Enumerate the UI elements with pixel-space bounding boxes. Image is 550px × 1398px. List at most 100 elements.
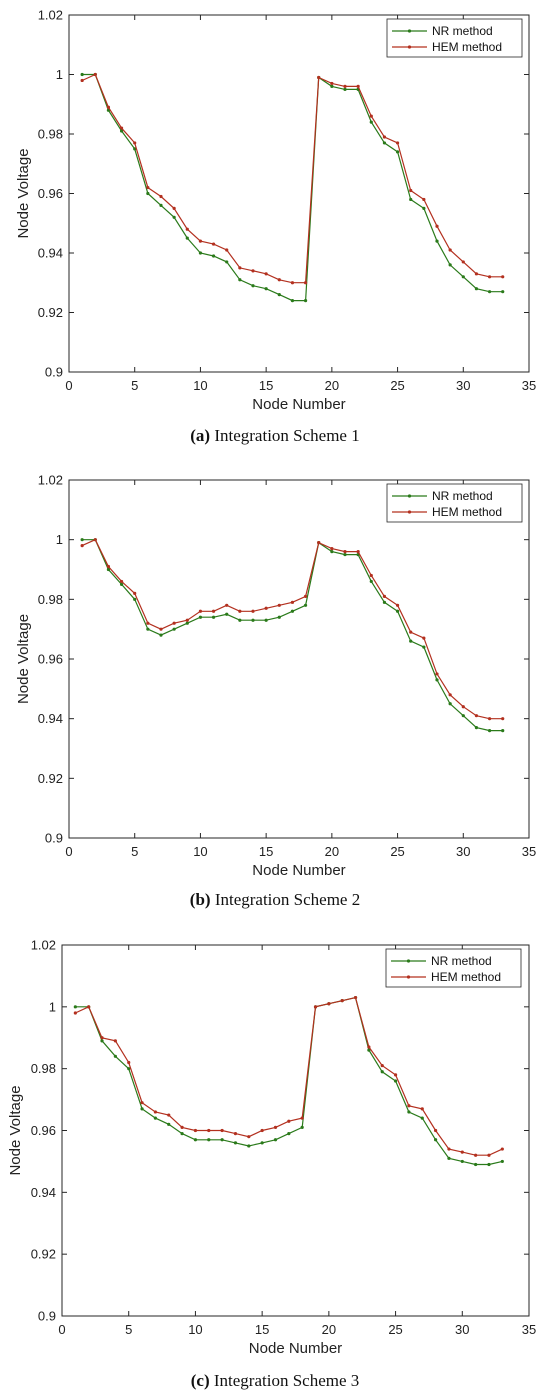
data-point-hem-method-c: [287, 1119, 291, 1123]
y-tick-label-c: 0.98: [31, 1061, 56, 1076]
data-point-nr-method-b: [474, 726, 479, 730]
legend-marker-nr-method-a: [407, 29, 412, 33]
x-tick-label-b: 0: [65, 844, 72, 859]
data-point-hem-method-a: [369, 114, 373, 118]
data-point-hem-method-a: [198, 239, 203, 243]
data-point-nr-method-b: [501, 729, 505, 733]
y-axis-label-b: Node Voltage: [15, 614, 32, 704]
x-tick-label-a: 35: [522, 378, 536, 393]
caption-a-label: (a): [190, 426, 211, 445]
x-tick-label-a: 20: [325, 378, 339, 393]
caption-c-label: (c): [190, 1371, 210, 1390]
data-point-hem-method-c: [273, 1125, 278, 1130]
caption-c: (c) Integration Scheme 3: [0, 1371, 550, 1391]
data-point-hem-method-b: [185, 618, 189, 622]
y-tick-label-b: 0.98: [38, 592, 63, 607]
data-point-hem-method-a: [119, 126, 124, 130]
data-point-nr-method-c: [153, 1116, 157, 1120]
data-point-hem-method-b: [409, 630, 413, 634]
legend-box-b: [386, 483, 523, 523]
data-point-hem-method-c: [420, 1107, 424, 1111]
x-tick-label-b: 5: [131, 844, 138, 859]
data-point-nr-method-c: [287, 1131, 291, 1136]
data-point-nr-method-c: [474, 1162, 478, 1167]
data-point-hem-method-b: [303, 594, 308, 598]
data-point-hem-method-b: [369, 573, 373, 578]
data-point-hem-method-a: [172, 206, 176, 210]
data-point-hem-method-c: [460, 1150, 464, 1154]
data-point-hem-method-c: [73, 1011, 77, 1015]
data-point-hem-method-a: [395, 141, 400, 145]
y-tick-label-b: 0.92: [38, 771, 63, 786]
data-point-hem-method-a: [448, 248, 452, 252]
data-point-nr-method-b: [146, 627, 150, 631]
legend-marker-hem-method-c: [406, 975, 411, 979]
x-tick-label-a: 15: [259, 378, 273, 393]
data-point-hem-method-a: [409, 188, 413, 193]
data-point-hem-method-b: [146, 621, 150, 625]
y-tick-label-a: 1: [56, 67, 63, 82]
legend-box-a: [386, 18, 523, 58]
data-point-hem-method-c: [340, 999, 344, 1003]
data-point-hem-method-c: [393, 1073, 398, 1077]
data-point-hem-method-c: [380, 1063, 384, 1068]
data-point-hem-method-b: [356, 550, 360, 554]
data-point-hem-method-a: [133, 141, 137, 145]
x-tick-label-b: 20: [325, 844, 339, 859]
y-tick-label-a: 0.94: [38, 246, 63, 261]
data-point-hem-method-b: [93, 538, 97, 542]
chart-panel-c: 0 5 10 15 20 25 30 35 0.9 0.92 0.94 0.96 0.98 1 1.02 No…: [0, 930, 550, 1370]
x-tick-label-b: 30: [456, 844, 470, 859]
data-point-hem-method-c: [127, 1060, 131, 1065]
data-point-nr-method-a: [146, 191, 150, 196]
y-tick-label-a: 1.02: [38, 8, 63, 23]
data-point-hem-method-a: [264, 272, 268, 276]
y-tick-label-c: 0.94: [31, 1185, 56, 1200]
data-point-hem-method-a: [317, 75, 321, 80]
data-point-nr-method-c: [233, 1141, 238, 1145]
data-point-hem-method-c: [220, 1128, 224, 1133]
data-point-nr-method-c: [180, 1131, 184, 1136]
y-tick-label-b: 1.02: [38, 473, 63, 488]
data-point-nr-method-b: [409, 639, 413, 643]
data-point-nr-method-b: [303, 603, 308, 607]
plot-area-b: [68, 479, 530, 839]
legend-label-hem-method-c: HEM method: [431, 970, 501, 984]
data-point-nr-method-c: [113, 1054, 117, 1058]
caption-c-text: Integration Scheme 3: [213, 1371, 360, 1390]
data-point-hem-method-a: [474, 272, 479, 276]
caption-a-text: Integration Scheme 1: [214, 426, 360, 445]
x-tick-label-c: 30: [455, 1322, 469, 1337]
data-point-hem-method-c: [113, 1039, 117, 1043]
data-point-hem-method-b: [106, 564, 111, 569]
data-point-hem-method-c: [260, 1128, 264, 1133]
data-point-nr-method-b: [185, 621, 189, 625]
data-point-hem-method-b: [225, 603, 229, 607]
data-point-nr-method-a: [133, 147, 137, 151]
y-tick-label-b: 0.94: [38, 711, 63, 726]
data-point-hem-method-b: [172, 621, 176, 625]
data-point-hem-method-a: [356, 84, 360, 88]
x-tick-label-c: 15: [255, 1322, 269, 1337]
data-point-nr-method-b: [290, 609, 295, 613]
y-tick-label-c: 1.02: [31, 938, 56, 953]
data-point-hem-method-b: [277, 603, 281, 607]
data-point-nr-method-c: [447, 1156, 451, 1160]
data-point-nr-method-c: [73, 1005, 77, 1009]
data-point-nr-method-b: [330, 550, 334, 554]
x-tick-label-a: 0: [65, 378, 72, 393]
data-point-hem-method-a: [435, 224, 439, 228]
data-point-hem-method-a: [290, 281, 295, 285]
data-point-hem-method-b: [448, 693, 452, 697]
data-point-hem-method-c: [474, 1153, 478, 1157]
data-point-nr-method-a: [264, 287, 268, 291]
data-point-nr-method-b: [487, 729, 492, 733]
data-point-nr-method-c: [260, 1141, 264, 1145]
data-point-nr-method-b: [225, 612, 229, 616]
data-point-nr-method-a: [461, 275, 465, 279]
legend-marker-nr-method-c: [406, 959, 411, 963]
data-point-nr-method-b: [238, 618, 242, 622]
data-point-hem-method-b: [264, 606, 268, 610]
data-point-hem-method-b: [238, 609, 242, 613]
data-point-hem-method-b: [474, 714, 479, 718]
